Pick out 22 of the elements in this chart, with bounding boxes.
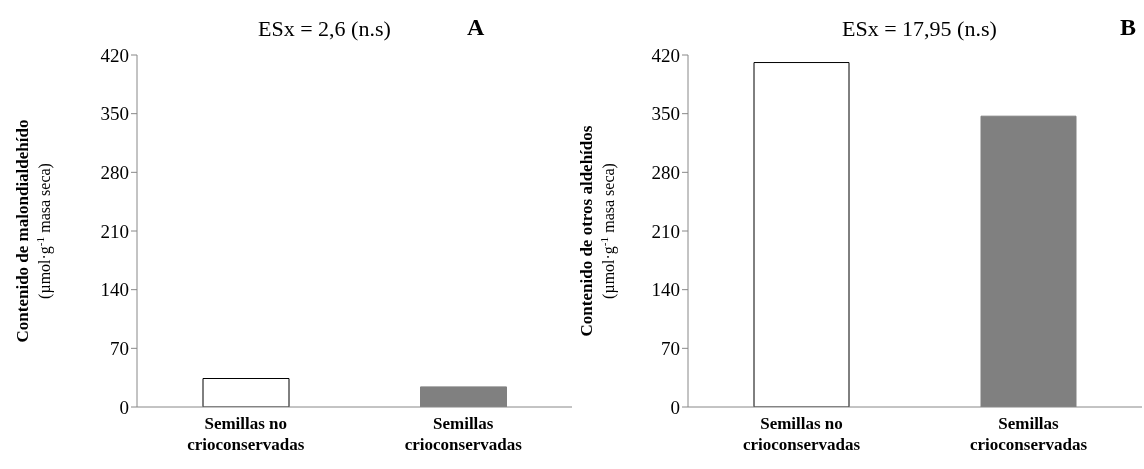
y-tick-label: 350 [651, 103, 680, 125]
y-tick-label: 280 [651, 162, 680, 184]
x-tick-label: Semillas no crioconservadas [187, 414, 305, 454]
x-tick-label: Semillas no crioconservadas [742, 414, 861, 454]
chart-title: ESx = 2,6 (n.s) [258, 16, 391, 42]
y-tick-label: 280 [100, 162, 129, 184]
text: A [467, 14, 485, 41]
y-tick-label: 350 [100, 103, 129, 125]
x-tick-label: Semillas crioconservadas [404, 414, 523, 454]
y-tick-label: 210 [651, 220, 680, 242]
y-tick-label: 140 [100, 279, 129, 301]
y-tick-label: 420 [651, 44, 680, 66]
y-tick-label: 70 [661, 338, 680, 360]
y-tick-label: 70 [110, 338, 129, 360]
y-tick-label: 210 [100, 220, 129, 242]
chart-title: ESx = 17,95 (n.s) [842, 16, 997, 42]
y-tick-label: 0 [670, 396, 680, 418]
text: B [1120, 14, 1137, 41]
y-tick-label: 140 [651, 279, 680, 301]
y-tick-label: 0 [119, 396, 129, 418]
y-tick-label: 420 [100, 44, 129, 66]
x-tick-label: Semillas crioconservadas [969, 414, 1088, 454]
